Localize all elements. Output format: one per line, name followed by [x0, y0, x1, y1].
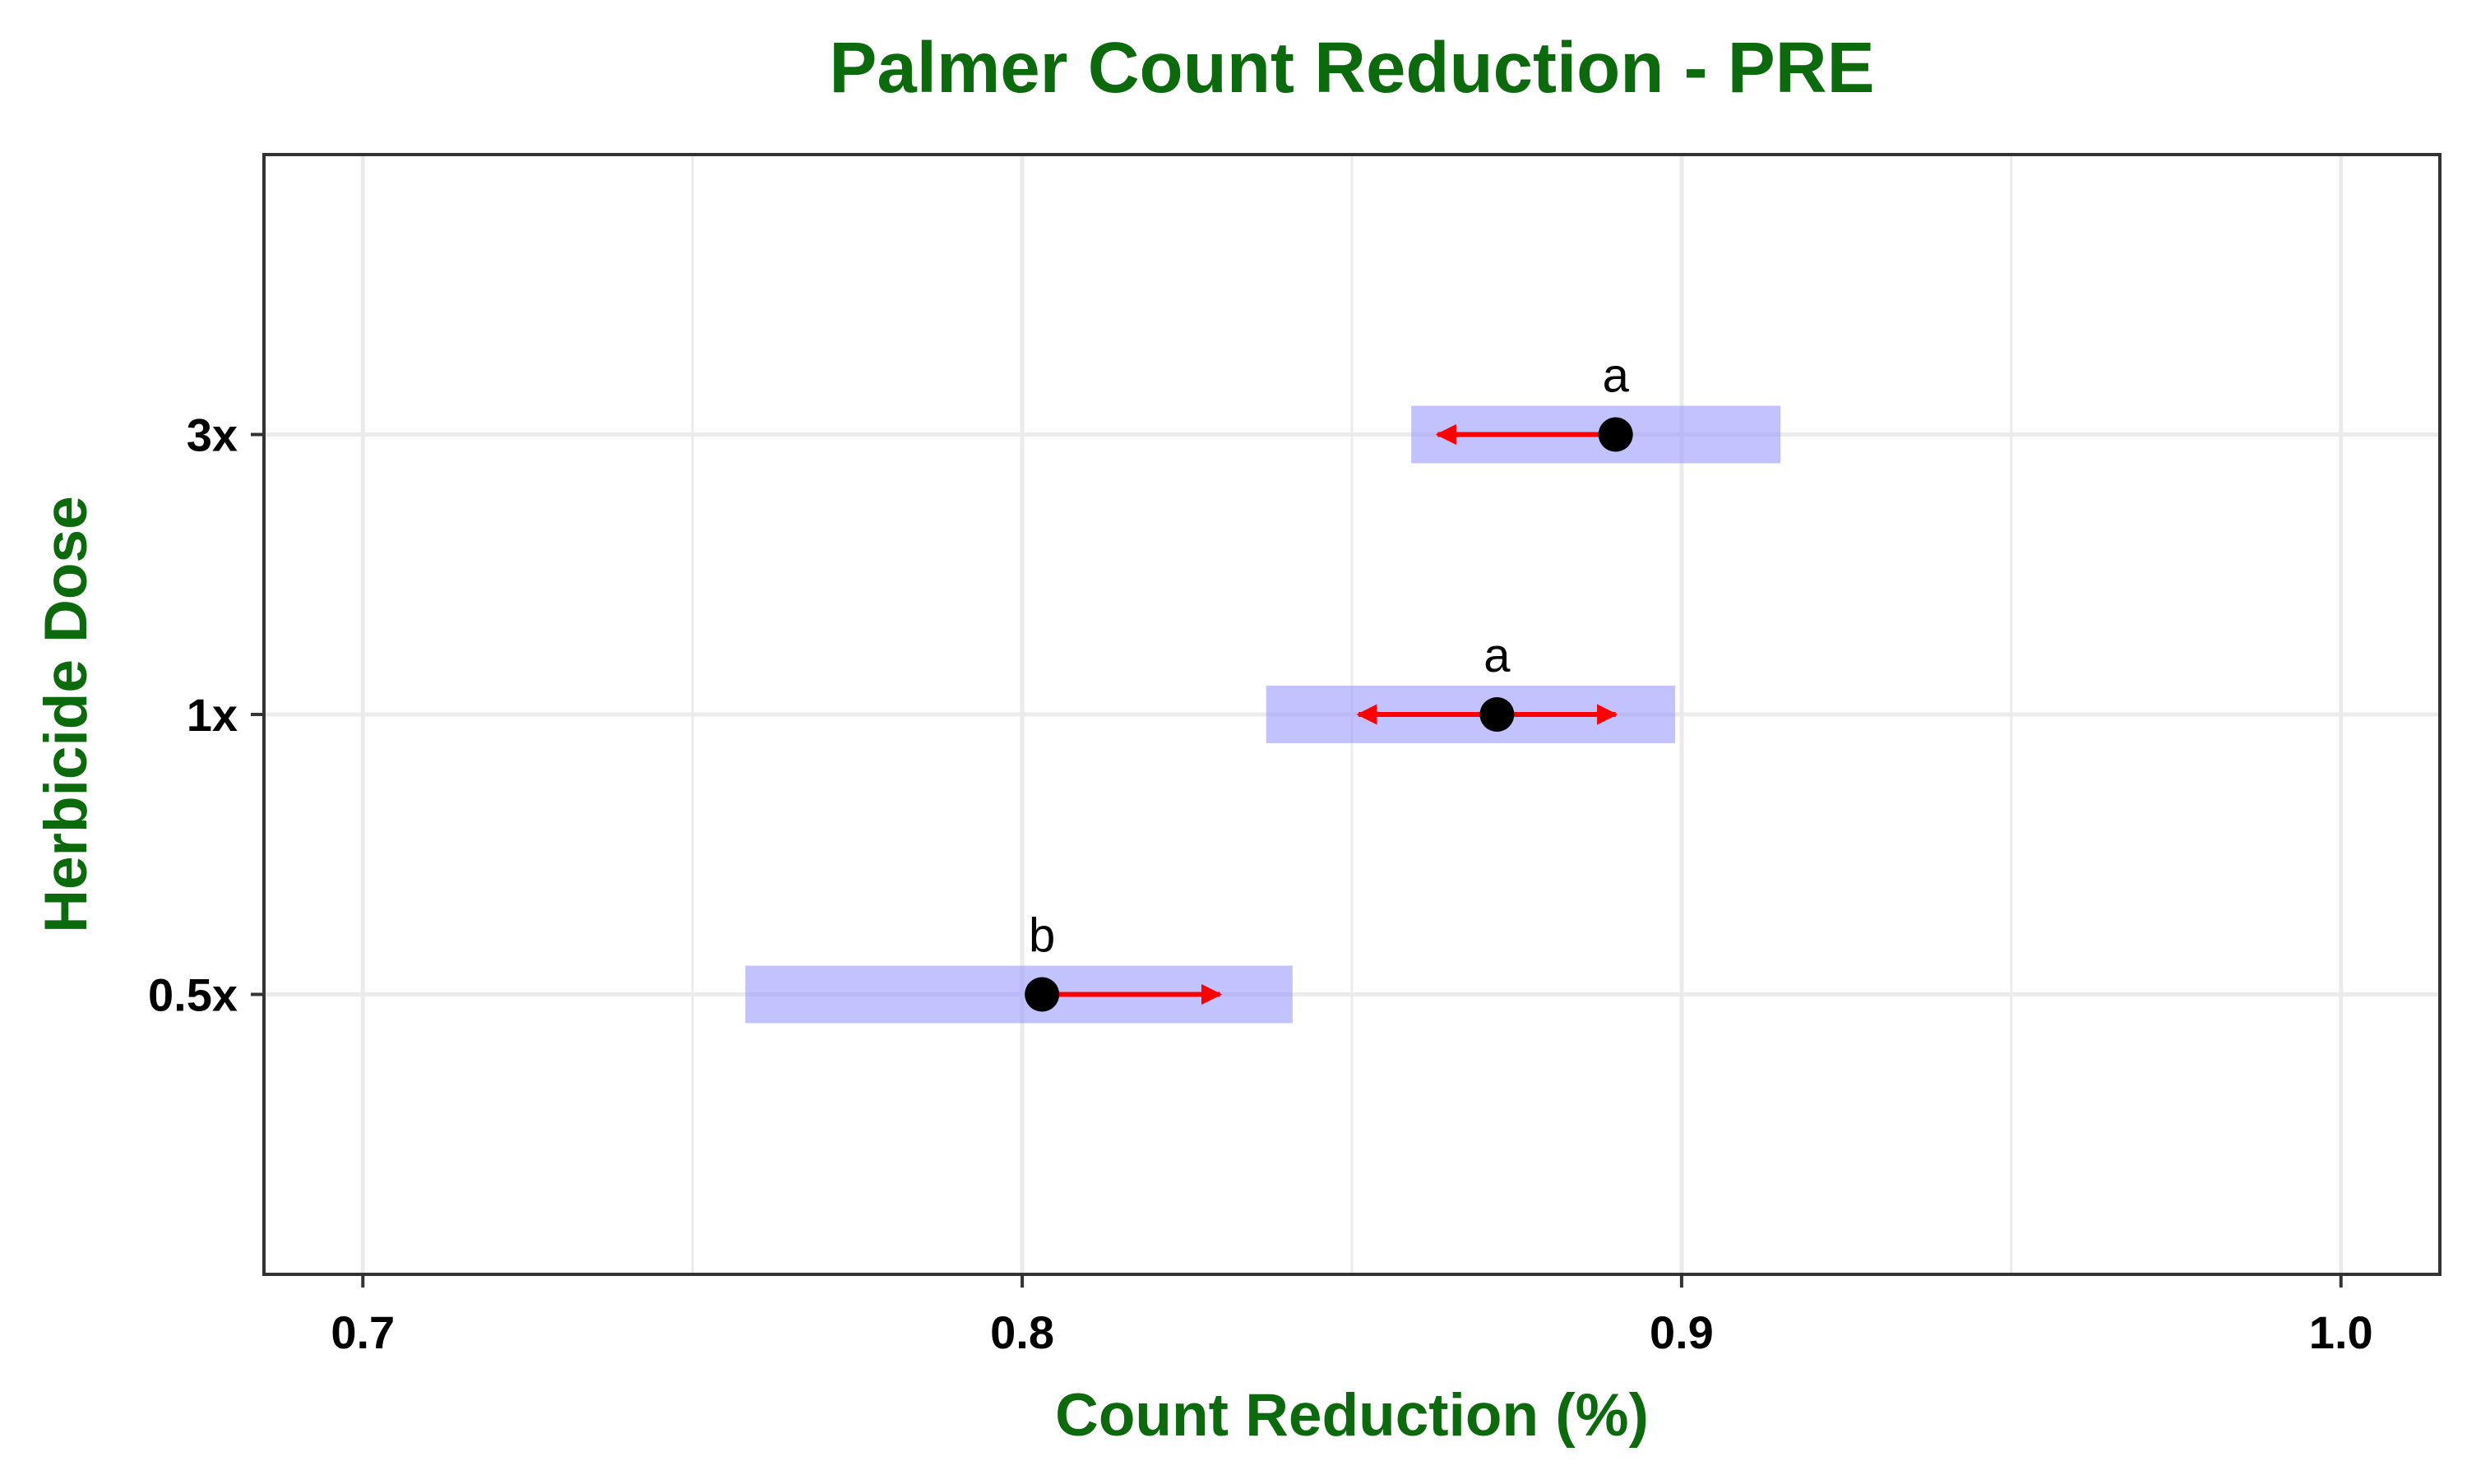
- x-tick-label: 0.9: [1650, 1306, 1714, 1358]
- estimate-point: [1479, 697, 1515, 732]
- significance-letter: a: [1483, 629, 1511, 682]
- x-tick-label: 0.8: [990, 1306, 1054, 1358]
- x-tick-label: 0.7: [331, 1306, 395, 1358]
- y-tick-label: 3x: [187, 409, 238, 461]
- estimate-points: [1025, 417, 1633, 1012]
- y-tick-label: 1x: [187, 689, 238, 741]
- x-axis: 0.7 0.8 0.9 1.0: [331, 1274, 2373, 1358]
- y-axis-title: Herbicide Dose: [33, 496, 100, 932]
- y-axis: 0.5x 1x 3x: [148, 409, 264, 1021]
- x-axis-title: Count Reduction (%): [1055, 1382, 1649, 1449]
- comparison-arrows: [1042, 423, 1618, 1006]
- significance-letter: a: [1603, 349, 1630, 403]
- estimate-point: [1025, 977, 1060, 1012]
- chart-title: Palmer Count Reduction - PRE: [829, 28, 1874, 108]
- x-tick-label: 1.0: [2309, 1306, 2373, 1358]
- significance-letters: b a a: [1029, 349, 1630, 963]
- estimate-point: [1598, 417, 1633, 452]
- significance-letter: b: [1029, 909, 1055, 963]
- y-tick-label: 0.5x: [148, 969, 238, 1021]
